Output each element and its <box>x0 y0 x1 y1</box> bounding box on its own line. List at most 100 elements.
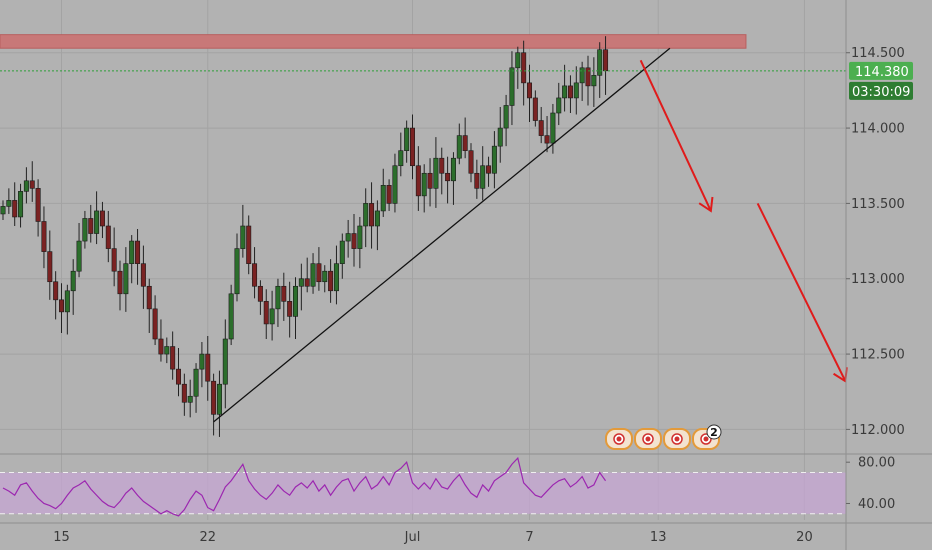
candle-down <box>526 82 532 99</box>
candle-down <box>257 285 263 302</box>
event-marker-dot <box>703 436 709 442</box>
event-marker-dot <box>616 436 622 442</box>
event-count-label: 2 <box>710 426 718 439</box>
countdown-tag <box>849 81 913 100</box>
candle-down <box>585 67 591 87</box>
candle-up <box>322 270 328 283</box>
candle-down <box>88 218 94 234</box>
candle-up <box>357 225 363 249</box>
candle-up <box>234 248 240 295</box>
candle-up <box>18 191 24 218</box>
candle-down <box>211 380 217 415</box>
candle-down <box>170 346 176 370</box>
candle-down <box>462 135 468 151</box>
candle-down <box>53 281 59 301</box>
candle-down <box>486 165 492 174</box>
price-tick-label: 113.000 <box>851 272 905 287</box>
candle-up <box>129 240 135 264</box>
candle-up <box>398 150 404 167</box>
candle-down <box>369 203 375 227</box>
ascending-trendline <box>213 47 671 423</box>
candle-down <box>117 270 123 295</box>
price-tick-label: 113.500 <box>851 197 905 212</box>
rsi-panel <box>0 453 932 517</box>
time-tick-label: 20 <box>796 530 813 545</box>
time-tick-label: Jul <box>404 530 421 545</box>
candle-down <box>603 49 609 72</box>
candle-down <box>521 52 527 84</box>
candle-up <box>503 105 509 129</box>
candle-up <box>456 135 462 159</box>
candle-up <box>597 49 603 76</box>
candle-up <box>94 210 100 234</box>
candle-down <box>205 353 211 382</box>
candle-up <box>292 285 298 317</box>
time-tick-label: 13 <box>650 530 667 545</box>
rsi-band <box>0 472 846 514</box>
candles <box>0 36 609 437</box>
candle-up <box>374 210 380 227</box>
down-arrow-shaft <box>639 59 712 212</box>
candle-down <box>12 200 18 218</box>
candle-up <box>222 338 228 385</box>
candle-down <box>58 299 64 313</box>
candle-up <box>339 240 345 264</box>
candle-down <box>328 270 334 292</box>
candle-down <box>316 263 322 283</box>
candle-up <box>82 218 88 242</box>
candle-up <box>269 308 275 325</box>
candle-up <box>187 395 193 403</box>
resistance-zone-layer <box>0 34 747 49</box>
candle-up <box>573 82 579 99</box>
candle-down <box>287 301 293 317</box>
candle-down <box>474 172 480 189</box>
countdown-label: 03:30:09 <box>852 85 910 100</box>
candle-up <box>562 85 568 99</box>
candle-up <box>591 75 597 87</box>
candle-down <box>427 172 433 189</box>
candle-up <box>450 157 456 182</box>
candle-up <box>509 67 515 106</box>
candle-down <box>445 172 451 182</box>
candle-down <box>386 185 392 204</box>
event-count-badge <box>706 424 722 440</box>
candle-down <box>538 120 544 136</box>
candle-up <box>480 165 486 189</box>
candle-up <box>380 185 386 212</box>
event-marker-dot <box>645 436 651 442</box>
last-price-label: 114.380 <box>855 65 909 80</box>
candle-up <box>421 172 427 197</box>
candle-up <box>64 290 70 313</box>
candle-down <box>176 368 182 385</box>
price-tick-label: 114.500 <box>851 46 905 61</box>
candle-up <box>275 285 281 310</box>
candle-up <box>0 206 6 215</box>
price-tick-label: 112.000 <box>851 423 905 438</box>
down-arrow-head <box>698 196 714 213</box>
candle-down <box>532 97 538 121</box>
rsi-tick-label: 80.00 <box>858 456 895 471</box>
candle-up <box>123 263 129 295</box>
price-tags: 114.380 03:30:09 <box>849 61 913 100</box>
candle-down <box>181 383 187 403</box>
candle-down <box>35 188 41 222</box>
candle-up <box>556 97 562 114</box>
candle-up <box>345 233 351 242</box>
candle-up <box>404 127 410 151</box>
candle-up <box>491 145 497 174</box>
candle-up <box>6 200 12 207</box>
time-tick-label: 22 <box>199 530 216 545</box>
time-tick-label: 7 <box>525 530 533 545</box>
candle-up <box>193 368 199 397</box>
last-price-tag <box>849 61 913 80</box>
event-markers: 2 <box>605 424 722 450</box>
rsi-line <box>2 456 607 517</box>
candle-up <box>298 278 304 287</box>
candle-up <box>333 263 339 292</box>
candle-down <box>544 135 550 144</box>
candle-down <box>41 221 47 252</box>
